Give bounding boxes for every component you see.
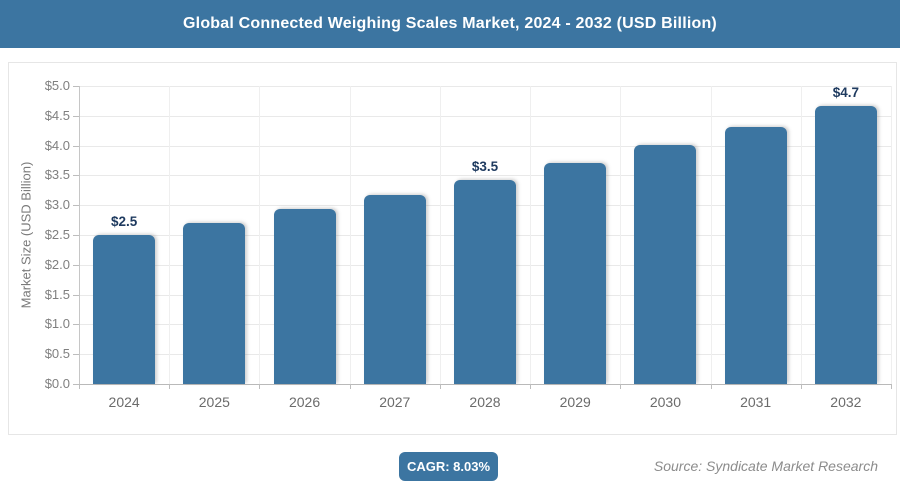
x-tick-mark <box>711 384 712 389</box>
y-tick-label: $1.0 <box>44 316 70 332</box>
y-tick-mark <box>73 384 79 385</box>
bar-value-label: $3.5 <box>471 158 499 174</box>
x-tick-label: 2028 <box>469 394 501 410</box>
gridline-v <box>440 86 441 384</box>
y-tick-label: $2.5 <box>44 227 70 242</box>
plot-area: $2.5 $3.5 $4.7 <box>79 84 892 385</box>
y-tick-mark <box>73 205 79 207</box>
page-title: Global Connected Weighing Scales Market,… <box>183 15 717 32</box>
y-tick-label: $4.5 <box>44 107 70 123</box>
y-tick-label: $1.5 <box>44 286 70 302</box>
x-tick-label: 2027 <box>379 394 411 410</box>
y-tick-label: $5.0 <box>44 78 70 93</box>
bar-value-label: $4.7 <box>832 84 860 100</box>
y-tick-label: $0.5 <box>44 346 70 362</box>
bar-2024 <box>93 235 156 384</box>
chart-card: Market Size (USD Billion) $2.5 $3.5 $4.7 $… <box>8 62 897 435</box>
x-tick-mark <box>350 384 351 389</box>
gridline-v <box>169 86 170 384</box>
cagr-badge: CAGR: 8.03% <box>399 452 498 481</box>
gridline-v <box>620 86 621 384</box>
x-tick-mark <box>530 384 531 389</box>
x-tick-mark <box>169 384 170 389</box>
x-tick-mark <box>440 384 441 389</box>
x-tick-label: 2031 <box>740 394 772 410</box>
y-tick-label: $3.5 <box>44 167 70 183</box>
y-tick-mark <box>73 175 79 177</box>
x-tick-label: 2032 <box>830 394 862 410</box>
x-tick-mark <box>801 384 802 389</box>
bar-2025 <box>183 223 246 384</box>
bar-2032 <box>814 105 877 384</box>
x-tick-label: 2024 <box>108 394 140 410</box>
gridline-h <box>79 175 891 177</box>
x-tick-label: 2030 <box>649 394 682 410</box>
gridline-v <box>350 86 351 384</box>
y-tick-mark <box>73 324 79 326</box>
x-tick-mark <box>620 384 621 389</box>
y-tick-mark <box>73 235 79 236</box>
gridline-v <box>259 86 260 384</box>
bar-2026 <box>273 209 336 384</box>
y-tick-mark <box>73 145 79 147</box>
y-tick-mark <box>73 115 79 117</box>
gridline-h <box>79 384 891 385</box>
bar-2028 <box>454 179 516 384</box>
gridline-h <box>79 86 891 87</box>
y-axis-line <box>79 86 80 384</box>
x-tick-label: 2029 <box>559 394 591 410</box>
gridline-h <box>79 145 891 147</box>
bar-2027 <box>363 195 426 384</box>
gridline-v <box>891 86 892 384</box>
chart-header: Global Connected Weighing Scales Market,… <box>0 0 900 48</box>
gridline-v <box>801 86 802 384</box>
y-tick-mark <box>73 264 79 266</box>
x-tick-label: 2026 <box>288 394 321 410</box>
x-tick-mark <box>891 384 892 389</box>
gridline-v <box>530 86 531 384</box>
y-tick-mark <box>73 294 79 296</box>
bar-2029 <box>544 163 607 384</box>
y-tick-mark <box>73 86 79 87</box>
gridline-h <box>79 115 891 117</box>
x-tick-label: 2025 <box>198 394 230 410</box>
bar-2031 <box>724 127 787 384</box>
gridline-v <box>711 86 712 384</box>
x-tick-mark <box>259 384 260 389</box>
y-tick-label: $0.0 <box>44 376 70 391</box>
y-tick-label: $4.0 <box>44 137 70 153</box>
y-tick-mark <box>73 354 79 356</box>
y-tick-label: $2.0 <box>44 256 70 272</box>
bar-2030 <box>634 145 697 384</box>
y-tick-label: $3.0 <box>44 197 70 213</box>
bar-value-label: $2.5 <box>110 214 138 229</box>
x-tick-mark <box>79 384 80 389</box>
source-credit: Source: Syndicate Market Research <box>653 458 878 474</box>
